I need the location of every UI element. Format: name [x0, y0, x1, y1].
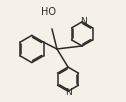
- Text: N: N: [80, 17, 87, 26]
- Text: N: N: [65, 88, 71, 97]
- Text: HO: HO: [41, 7, 56, 17]
